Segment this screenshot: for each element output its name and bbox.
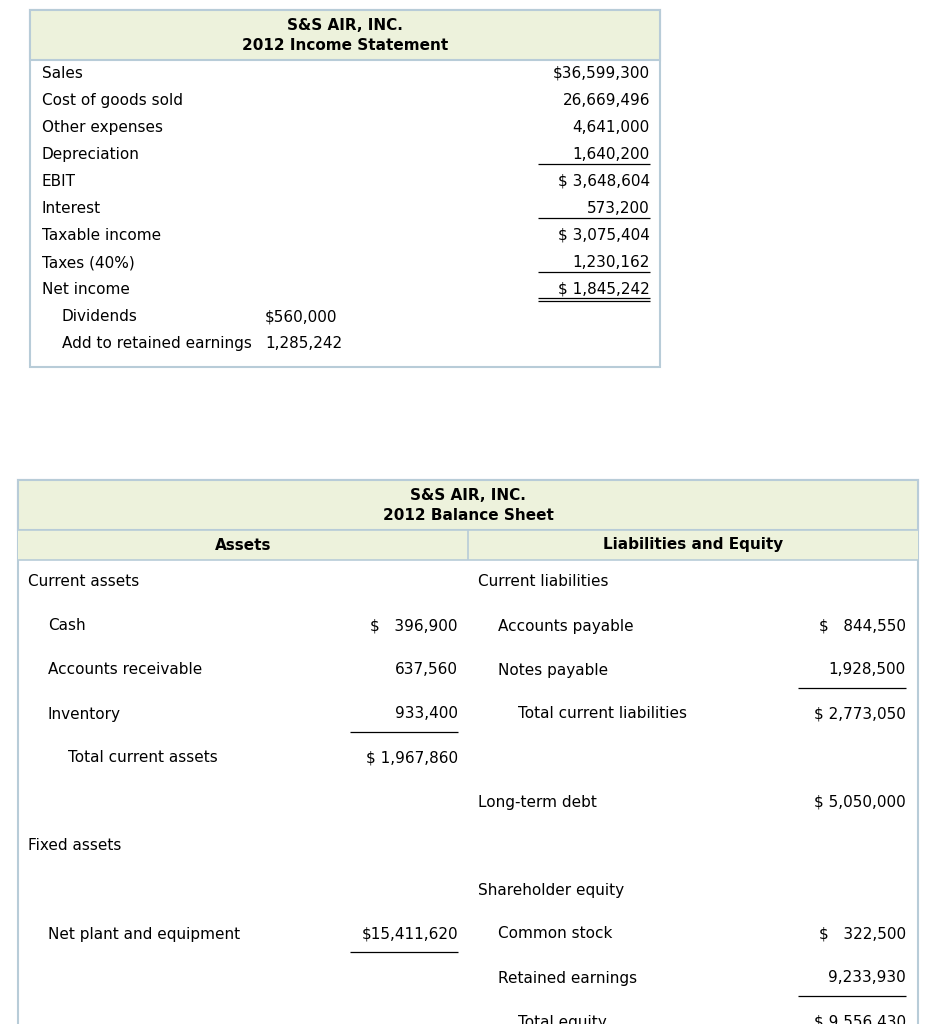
Text: $36,599,300: $36,599,300 <box>552 66 650 81</box>
Text: Liabilities and Equity: Liabilities and Equity <box>602 538 782 553</box>
Text: Shareholder equity: Shareholder equity <box>477 883 623 897</box>
Text: $   396,900: $ 396,900 <box>370 618 458 634</box>
Text: Retained earnings: Retained earnings <box>497 971 636 985</box>
Text: $ 9,556,430: $ 9,556,430 <box>813 1015 905 1024</box>
Text: 2012 Income Statement: 2012 Income Statement <box>241 39 447 53</box>
Text: Interest: Interest <box>42 201 101 216</box>
Text: 1,928,500: 1,928,500 <box>827 663 905 678</box>
Text: S&S AIR, INC.: S&S AIR, INC. <box>410 487 525 503</box>
Text: 26,669,496: 26,669,496 <box>562 93 650 108</box>
Text: 4,641,000: 4,641,000 <box>572 120 650 135</box>
Text: Long-term debt: Long-term debt <box>477 795 596 810</box>
Text: 1,285,242: 1,285,242 <box>265 336 342 351</box>
Text: 1,230,162: 1,230,162 <box>572 255 650 270</box>
Text: Fixed assets: Fixed assets <box>28 839 122 853</box>
Text: Net income: Net income <box>42 282 130 297</box>
Text: Accounts receivable: Accounts receivable <box>48 663 202 678</box>
Text: S&S AIR, INC.: S&S AIR, INC. <box>286 17 402 33</box>
Text: 2012 Balance Sheet: 2012 Balance Sheet <box>382 509 553 523</box>
Text: $15,411,620: $15,411,620 <box>361 927 458 941</box>
Text: $ 2,773,050: $ 2,773,050 <box>813 707 905 722</box>
Text: Assets: Assets <box>214 538 271 553</box>
Text: $ 3,648,604: $ 3,648,604 <box>557 174 650 189</box>
Text: 9,233,930: 9,233,930 <box>827 971 905 985</box>
Text: $ 5,050,000: $ 5,050,000 <box>813 795 905 810</box>
Text: Total current assets: Total current assets <box>68 751 217 766</box>
Text: Taxes (40%): Taxes (40%) <box>42 255 135 270</box>
Text: 573,200: 573,200 <box>587 201 650 216</box>
Text: Common stock: Common stock <box>497 927 612 941</box>
Text: Dividends: Dividends <box>62 309 138 324</box>
Text: Total equity: Total equity <box>518 1015 607 1024</box>
Text: 637,560: 637,560 <box>395 663 458 678</box>
Text: Total current liabilities: Total current liabilities <box>518 707 686 722</box>
Text: 1,640,200: 1,640,200 <box>572 147 650 162</box>
Text: $   844,550: $ 844,550 <box>818 618 905 634</box>
Text: Sales: Sales <box>42 66 82 81</box>
Text: $ 3,075,404: $ 3,075,404 <box>558 228 650 243</box>
Text: $ 1,967,860: $ 1,967,860 <box>365 751 458 766</box>
Text: Current assets: Current assets <box>28 574 139 590</box>
Text: 933,400: 933,400 <box>395 707 458 722</box>
Text: Inventory: Inventory <box>48 707 121 722</box>
Bar <box>30 10 659 367</box>
Text: Cost of goods sold: Cost of goods sold <box>42 93 183 108</box>
Bar <box>18 480 917 1024</box>
Text: Cash: Cash <box>48 618 85 634</box>
Text: Depreciation: Depreciation <box>42 147 139 162</box>
Text: Net plant and equipment: Net plant and equipment <box>48 927 240 941</box>
Bar <box>30 10 659 60</box>
Text: $ 1,845,242: $ 1,845,242 <box>558 282 650 297</box>
Text: Add to retained earnings: Add to retained earnings <box>62 336 252 351</box>
Text: $   322,500: $ 322,500 <box>818 927 905 941</box>
Text: $560,000: $560,000 <box>265 309 337 324</box>
Text: Other expenses: Other expenses <box>42 120 163 135</box>
Bar <box>18 480 917 530</box>
Text: Notes payable: Notes payable <box>497 663 607 678</box>
Text: EBIT: EBIT <box>42 174 76 189</box>
Text: Taxable income: Taxable income <box>42 228 161 243</box>
Text: Current liabilities: Current liabilities <box>477 574 607 590</box>
Bar <box>18 530 917 560</box>
Text: Accounts payable: Accounts payable <box>497 618 633 634</box>
